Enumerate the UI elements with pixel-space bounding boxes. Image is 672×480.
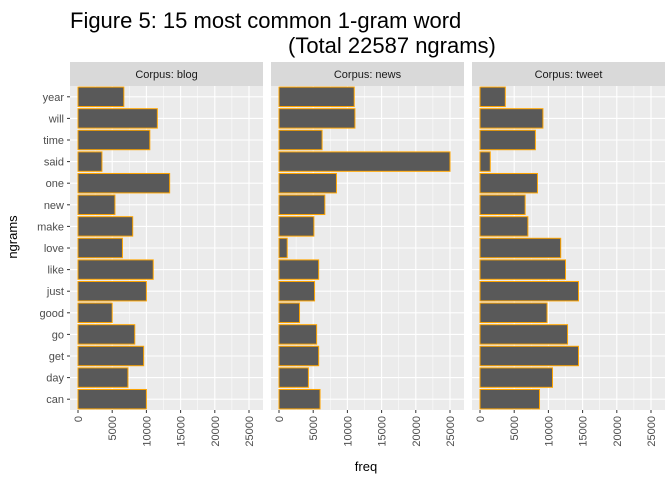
- x-tick-label: 0: [274, 416, 286, 422]
- bar-make: [77, 216, 134, 237]
- y-tick-label: love: [44, 243, 64, 255]
- bar-like: [278, 259, 320, 280]
- bar-go: [278, 324, 318, 345]
- bar-just: [278, 280, 316, 302]
- bar-will: [278, 108, 356, 129]
- y-tick-label: can: [46, 394, 64, 406]
- bar-one: [479, 172, 538, 194]
- y-tick-label: time: [43, 135, 64, 147]
- facet-strip-label: Corpus: tweet: [535, 69, 603, 81]
- bar-day: [77, 367, 129, 388]
- y-tick-label: one: [46, 178, 64, 190]
- x-tick-label: 25000: [445, 416, 457, 447]
- y-axis-title: ngrams: [5, 215, 20, 259]
- bar-day: [479, 367, 554, 388]
- bar-time: [278, 129, 323, 151]
- y-tick-label: like: [47, 265, 64, 277]
- bar-will: [77, 108, 158, 129]
- x-tick-label: 15000: [377, 416, 389, 447]
- x-tick-label: 5000: [509, 416, 521, 440]
- bar-will: [479, 108, 544, 129]
- bar-said: [77, 151, 103, 172]
- bar-new: [278, 194, 326, 216]
- bar-just: [479, 280, 579, 302]
- facet-strip: [70, 62, 263, 86]
- bar-year: [479, 86, 506, 108]
- bar-make: [479, 216, 529, 237]
- x-tick-label: 25000: [244, 416, 256, 447]
- y-tick-label: will: [48, 113, 64, 125]
- bar-love: [278, 237, 288, 259]
- facet-strip: [472, 62, 665, 86]
- bar-can: [77, 388, 147, 410]
- facet-strip: [271, 62, 464, 86]
- x-tick-label: 15000: [176, 416, 188, 447]
- bar-love: [77, 237, 123, 259]
- bar-year: [77, 86, 125, 108]
- bar-just: [77, 280, 147, 302]
- bar-good: [479, 302, 548, 324]
- y-tick-label: just: [46, 286, 64, 298]
- chart-title-line2: (Total 22587 ngrams): [288, 33, 496, 58]
- bar-make: [278, 216, 315, 237]
- bar-time: [77, 129, 151, 151]
- bar-one: [77, 172, 171, 194]
- bar-love: [479, 237, 562, 259]
- x-tick-label: 25000: [646, 416, 658, 447]
- x-tick-label: 20000: [411, 416, 423, 447]
- y-tick-label: day: [46, 373, 64, 385]
- bar-day: [278, 367, 309, 388]
- x-tick-label: 15000: [578, 416, 590, 447]
- facet-strip-label: Corpus: blog: [135, 69, 197, 81]
- bar-go: [479, 324, 569, 345]
- bar-new: [77, 194, 116, 216]
- x-tick-label: 20000: [210, 416, 222, 447]
- y-tick-label: new: [44, 200, 64, 212]
- y-tick-label: said: [44, 157, 64, 169]
- y-tick-label: good: [40, 308, 64, 320]
- x-tick-label: 20000: [612, 416, 624, 447]
- y-tick-label: go: [52, 329, 64, 341]
- bar-good: [77, 302, 113, 324]
- x-tick-label: 0: [475, 416, 487, 422]
- x-tick-label: 5000: [308, 416, 320, 440]
- bar-get: [77, 345, 145, 367]
- bar-year: [278, 86, 355, 108]
- bar-time: [479, 129, 536, 151]
- bar-get: [479, 345, 579, 367]
- bar-go: [77, 324, 136, 345]
- bar-can: [479, 388, 541, 410]
- bar-like: [479, 259, 566, 280]
- bar-good: [278, 302, 301, 324]
- bar-new: [479, 194, 526, 216]
- panels-layer: Corpus: blog 0 5000 10000 15000 20000 25000 can…: [37, 62, 665, 447]
- bar-get: [278, 345, 320, 367]
- bar-said: [479, 151, 491, 172]
- bar-said: [278, 151, 451, 172]
- x-axis-title: freq: [355, 459, 377, 474]
- chart-title-line1: Figure 5: 15 most common 1-gram word: [70, 8, 461, 33]
- bar-can: [278, 388, 321, 410]
- x-tick-label: 0: [73, 416, 85, 422]
- y-tick-label: make: [37, 221, 64, 233]
- bar-like: [77, 259, 154, 280]
- y-tick-label: year: [43, 92, 65, 104]
- x-tick-label: 10000: [342, 416, 354, 447]
- facet-strip-label: Corpus: news: [334, 69, 402, 81]
- x-tick-label: 5000: [107, 416, 119, 440]
- x-tick-label: 10000: [543, 416, 555, 447]
- bar-one: [278, 172, 337, 194]
- y-tick-label: get: [49, 351, 64, 363]
- x-tick-label: 10000: [141, 416, 153, 447]
